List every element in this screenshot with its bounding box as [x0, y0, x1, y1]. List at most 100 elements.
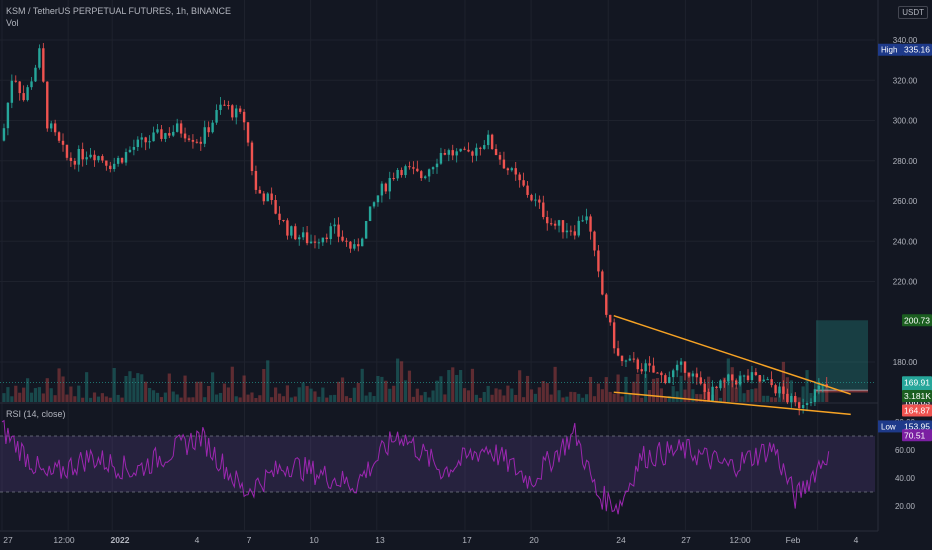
volume-bar: [325, 397, 329, 402]
candle-body: [695, 373, 699, 378]
candle-body: [97, 156, 100, 161]
candle-body: [612, 322, 616, 349]
volume-bar: [297, 387, 301, 402]
volume-bar: [431, 390, 435, 402]
volume-bar: [132, 378, 136, 402]
volume-bar: [750, 389, 754, 402]
candle-body: [333, 224, 336, 227]
candle-body: [624, 360, 628, 362]
volume-bar: [573, 392, 577, 402]
volume-bar: [821, 383, 825, 402]
currency-button[interactable]: USDT: [898, 6, 928, 19]
volume-bar: [486, 385, 490, 402]
volume-bar: [368, 392, 372, 402]
candle-body: [801, 404, 805, 409]
candle-body: [809, 402, 813, 404]
candle-body: [782, 386, 785, 394]
volume-bar: [175, 394, 179, 402]
candle-body: [199, 141, 203, 144]
time-tick-label: 13: [375, 535, 385, 545]
volume-bar: [825, 384, 829, 402]
candle-body: [203, 127, 206, 144]
volume-bar: [191, 397, 195, 402]
rsi-value-tag: 70.51: [904, 430, 926, 440]
candle-body: [738, 376, 742, 385]
volume-bar: [81, 397, 85, 402]
candle-body: [660, 372, 663, 376]
time-tick-label: 4: [195, 535, 200, 545]
axes: 340.00 320.00 300.00 280.00 260.00 240.00 220.…: [3, 36, 918, 545]
candle-body: [483, 145, 486, 149]
candle-body: [644, 363, 647, 372]
volume-bar: [419, 395, 423, 402]
candle-body: [124, 152, 128, 163]
volume-bar: [77, 385, 81, 402]
volume-bar: [502, 395, 506, 402]
candle-body: [65, 144, 69, 158]
volume-bar: [199, 381, 203, 402]
candle-body: [164, 133, 167, 139]
price-tick-label: 220.00: [893, 278, 918, 287]
candle-body: [423, 176, 427, 179]
time-tick-label: 12:00: [53, 535, 75, 545]
volume-bar: [640, 397, 644, 402]
volume-bar: [108, 397, 112, 402]
candle-body: [22, 93, 25, 101]
candle-body: [538, 199, 541, 203]
candle-body: [699, 377, 702, 384]
target-zone: [816, 320, 868, 391]
candle-body: [668, 377, 671, 384]
candle-body: [443, 153, 447, 155]
stop-value-tag: 164.87: [904, 405, 930, 415]
candle-body: [573, 231, 576, 236]
volume-bar: [305, 386, 309, 402]
candle-body: [640, 369, 643, 372]
volume-bar: [588, 376, 593, 402]
volume-bar: [439, 376, 443, 402]
candle-body: [278, 213, 281, 220]
candle-body: [652, 365, 655, 373]
volume-bar: [435, 380, 439, 402]
high-value-tag: 335.16: [904, 45, 930, 55]
candle-body: [687, 372, 691, 377]
candle-body: [34, 67, 37, 82]
volume-bar: [455, 374, 459, 402]
volume-bar: [541, 381, 545, 402]
candle-body: [656, 372, 659, 374]
candle-body: [325, 237, 328, 240]
candle-body: [93, 154, 96, 161]
volume-bar: [679, 375, 683, 402]
candle-body: [85, 157, 88, 160]
time-tick-label: 17: [462, 535, 472, 545]
volume-bar: [470, 368, 475, 402]
candle-body: [691, 373, 695, 377]
volume-bar: [797, 397, 801, 402]
candle-body: [109, 165, 112, 170]
volume-bar: [10, 396, 14, 402]
high-value-tag-bg: [902, 43, 932, 56]
volume-bar: [675, 391, 679, 402]
low-value-tag: 153.95: [904, 421, 930, 431]
price-tags: High335.16200.73169.9147:25166.03164.87L…: [878, 43, 932, 442]
volume-bar: [313, 391, 317, 402]
candle-body: [754, 372, 758, 376]
candle-body: [734, 380, 738, 385]
candle-body: [589, 216, 592, 232]
candle-body: [727, 374, 730, 382]
volume-bar: [222, 383, 227, 402]
volume-bar: [644, 373, 648, 402]
volume-bar: [226, 387, 230, 402]
volume-bar: [148, 387, 152, 402]
time-tick-label: 27: [681, 535, 691, 545]
volume-bar: [447, 370, 451, 402]
candle-body: [498, 155, 502, 160]
time-tick-label: 10: [309, 535, 319, 545]
volume-bar: [624, 376, 628, 402]
volume-bar: [399, 361, 404, 402]
candle-body: [672, 370, 675, 378]
candle-body: [376, 195, 380, 203]
volume-bar: [218, 392, 223, 402]
volume-bar: [718, 397, 723, 402]
